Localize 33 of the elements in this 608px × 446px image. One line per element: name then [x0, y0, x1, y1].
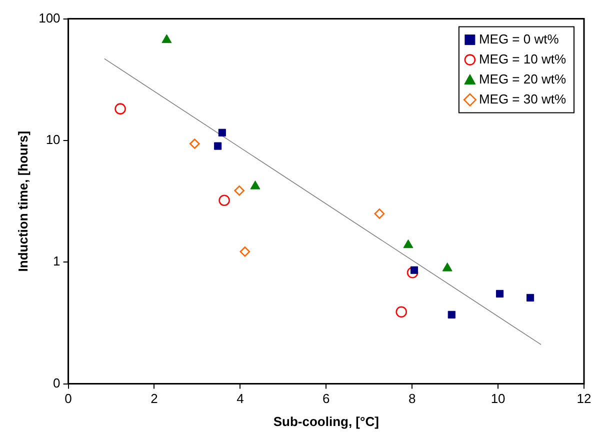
point: [218, 194, 230, 206]
legend-label: MEG = 10 wt%: [478, 51, 566, 66]
point: [234, 185, 244, 196]
point: [114, 103, 126, 114]
point: [396, 306, 408, 318]
point: [496, 290, 504, 298]
point: [189, 138, 200, 149]
x-tick-label: 8: [408, 391, 416, 406]
x-tick-label: 2: [150, 391, 158, 406]
point: [526, 294, 534, 302]
x-tick-label: 6: [322, 391, 330, 406]
point: [374, 208, 385, 219]
x-tick-label: 0: [64, 391, 72, 406]
point: [250, 180, 260, 190]
point: [162, 34, 172, 43]
point: [403, 239, 414, 248]
x-tick-label: 10: [490, 391, 506, 406]
point: [214, 142, 222, 150]
y-tick-label: 1: [53, 254, 60, 269]
y-tick-label: 100: [38, 10, 60, 26]
x-axis-title: Sub-cooling, [°C]: [273, 414, 379, 429]
x-tick-label: 12: [576, 391, 592, 406]
legend-label: MEG = 20 wt%: [478, 71, 566, 86]
point: [448, 310, 456, 318]
point: [240, 246, 250, 257]
y-tick-label: 10: [46, 132, 60, 148]
legend-label: MEG = 30 wt%: [478, 91, 566, 106]
legend-label: MEG = 0 wt%: [478, 31, 560, 46]
point: [218, 128, 226, 136]
point: [442, 262, 452, 272]
x-tick-label: 4: [236, 391, 244, 406]
y-axis-title: Induction time, [hours]: [15, 130, 30, 272]
y-tick-label: 0: [53, 375, 60, 390]
